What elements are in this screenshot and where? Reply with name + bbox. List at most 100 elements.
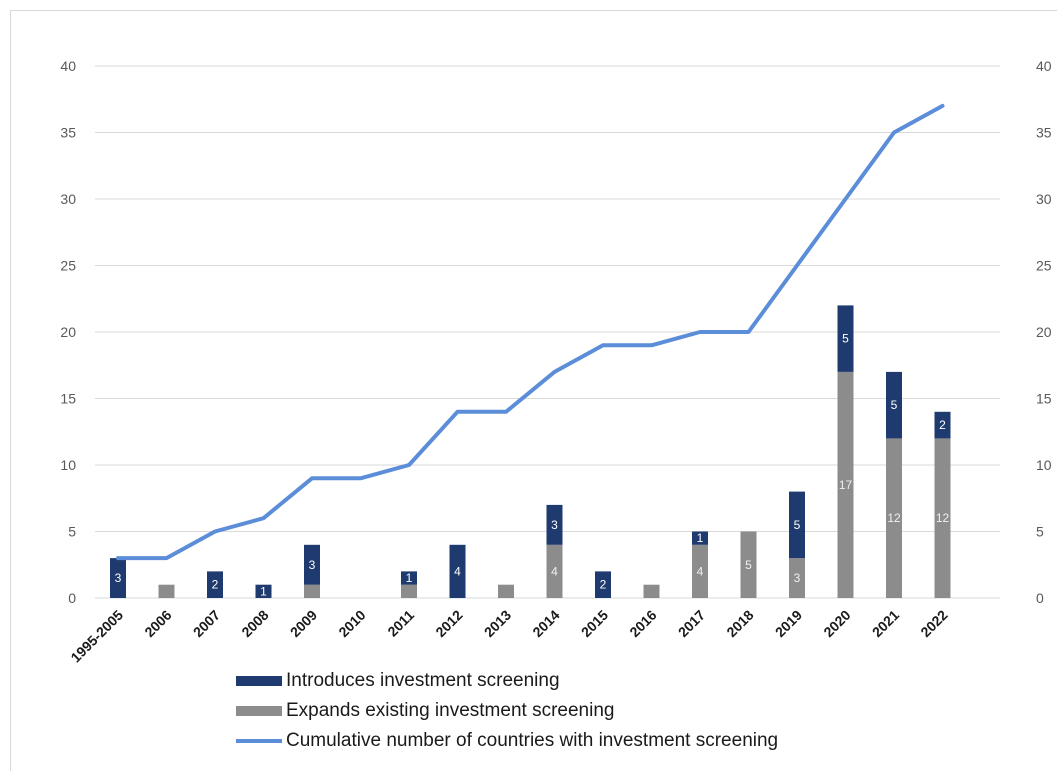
bar-introduces bbox=[110, 558, 126, 598]
bars: 3 2 1 3 1 4 4 3 2 4 1 5 3 5 17 5 12 5 12 2 bbox=[110, 305, 951, 598]
x-tick-label: 2019 bbox=[772, 607, 805, 640]
y2-tick-label: 30 bbox=[1036, 191, 1052, 207]
bar-introduces bbox=[255, 584, 272, 598]
bar-data-label: 3 bbox=[309, 558, 316, 572]
bar-data-label: 4 bbox=[454, 564, 461, 578]
x-tick-label: 2008 bbox=[238, 607, 271, 640]
bar-data-label: 2 bbox=[212, 578, 219, 592]
legend-item-expands: Expands existing investment screening bbox=[236, 696, 778, 726]
bar-data-label: 3 bbox=[794, 571, 801, 585]
bar-data-label: 3 bbox=[551, 518, 558, 532]
legend: Introduces investment screening Expands … bbox=[236, 666, 778, 756]
bar-expands bbox=[692, 544, 708, 598]
legend-label-introduces: Introduces investment screening bbox=[286, 670, 560, 691]
bar-expands bbox=[740, 531, 757, 598]
bar-expands bbox=[934, 438, 951, 598]
x-tick-label: 2022 bbox=[917, 607, 950, 640]
bar-data-label: 1 bbox=[260, 584, 267, 598]
x-tick-label: 2011 bbox=[384, 607, 417, 640]
y2-tick-label: 20 bbox=[1036, 324, 1052, 340]
y-tick-label: 10 bbox=[60, 457, 76, 473]
bar-data-label: 1 bbox=[697, 531, 704, 545]
bar-expands bbox=[158, 584, 175, 598]
bar-introduces bbox=[207, 571, 223, 598]
x-tick-label: 2020 bbox=[820, 607, 853, 640]
bar-introduces bbox=[934, 411, 951, 439]
y2-tick-label: 40 bbox=[1036, 58, 1052, 74]
bar-data-label: 5 bbox=[842, 332, 849, 346]
frame-left-border bbox=[10, 10, 11, 771]
x-tick-label: 2009 bbox=[287, 607, 320, 640]
x-tick-label: 2016 bbox=[626, 607, 659, 640]
bar-expands bbox=[401, 584, 417, 598]
bar-data-label: 12 bbox=[936, 511, 950, 525]
x-tick-label: 2015 bbox=[578, 607, 611, 640]
bar-data-label: 2 bbox=[939, 418, 946, 432]
x-tick-label: 2007 bbox=[190, 607, 223, 640]
y2-tick-label: 15 bbox=[1036, 391, 1052, 407]
x-tick-label: 1995-2005 bbox=[67, 607, 126, 666]
y-tick-label: 15 bbox=[60, 391, 76, 407]
legend-swatch-cumulative bbox=[236, 739, 282, 743]
legend-label-expands: Expands existing investment screening bbox=[286, 700, 615, 721]
bar-introduces bbox=[886, 371, 902, 439]
bar-data-label: 12 bbox=[887, 511, 901, 525]
y-tick-label: 35 bbox=[60, 125, 76, 141]
bar-data-label: 2 bbox=[600, 578, 607, 592]
bar-introduces bbox=[595, 571, 611, 598]
y-axis-ticks: 0 5 10 15 20 25 30 35 40 bbox=[60, 58, 76, 606]
legend-item-cumulative: Cumulative number of countries with inve… bbox=[236, 726, 778, 756]
bar-expands bbox=[546, 544, 563, 598]
bar-expands bbox=[886, 438, 902, 598]
y-tick-label: 5 bbox=[68, 524, 76, 540]
y2-tick-label: 10 bbox=[1036, 457, 1052, 473]
legend-swatch-expands bbox=[236, 706, 282, 716]
y-tick-label: 0 bbox=[68, 590, 76, 606]
legend-item-introduces: Introduces investment screening bbox=[236, 666, 778, 696]
cumulative-line-path bbox=[116, 103, 945, 561]
bar-introduces bbox=[837, 305, 854, 372]
bar-data-label: 4 bbox=[551, 564, 558, 578]
frame-top-border bbox=[10, 10, 1057, 11]
bar-data-label: 3 bbox=[115, 571, 122, 585]
x-tick-label: 2013 bbox=[481, 607, 514, 640]
legend-label-cumulative: Cumulative number of countries with inve… bbox=[286, 730, 779, 751]
x-tick-label: 2017 bbox=[675, 607, 708, 640]
x-tick-label: 2018 bbox=[723, 607, 756, 640]
bar-introduces bbox=[789, 491, 805, 559]
x-tick-label: 2006 bbox=[141, 607, 174, 640]
legend-swatch-introduces bbox=[236, 676, 282, 686]
y2-tick-label: 0 bbox=[1036, 590, 1044, 606]
x-tick-label: 2014 bbox=[529, 607, 562, 640]
bar-expands bbox=[789, 558, 805, 598]
bar-expands bbox=[643, 584, 660, 598]
y-tick-label: 30 bbox=[60, 191, 76, 207]
bar-data-label: 4 bbox=[697, 564, 704, 578]
bar-data-label: 5 bbox=[794, 518, 801, 532]
bar-introduces bbox=[546, 504, 563, 545]
y2-tick-label: 35 bbox=[1036, 125, 1052, 141]
bar-introduces bbox=[449, 544, 466, 598]
gridlines bbox=[95, 65, 1000, 599]
bar-data-label: 5 bbox=[745, 558, 752, 572]
y-tick-label: 25 bbox=[60, 258, 76, 274]
bar-expands bbox=[304, 584, 320, 598]
bar-expands bbox=[498, 584, 514, 598]
bar-introduces bbox=[304, 544, 320, 585]
bar-expands bbox=[837, 371, 854, 598]
x-tick-label: 2012 bbox=[432, 607, 465, 640]
y-tick-label: 40 bbox=[60, 58, 76, 74]
y2-axis-ticks: 0 5 10 15 20 25 30 35 40 bbox=[1036, 58, 1052, 606]
x-axis-ticks: 1995-2005 2006 2007 2008 2009 2010 2011 2012 201… bbox=[67, 607, 950, 666]
bar-introduces bbox=[692, 531, 708, 545]
bar-data-label: 5 bbox=[891, 398, 898, 412]
x-tick-label: 2021 bbox=[869, 607, 902, 640]
y-tick-label: 20 bbox=[60, 324, 76, 340]
bar-data-label: 1 bbox=[406, 571, 413, 585]
y2-tick-label: 5 bbox=[1036, 524, 1044, 540]
x-tick-label: 2010 bbox=[335, 607, 368, 640]
bar-introduces bbox=[401, 571, 417, 585]
cumulative-line bbox=[116, 103, 945, 561]
